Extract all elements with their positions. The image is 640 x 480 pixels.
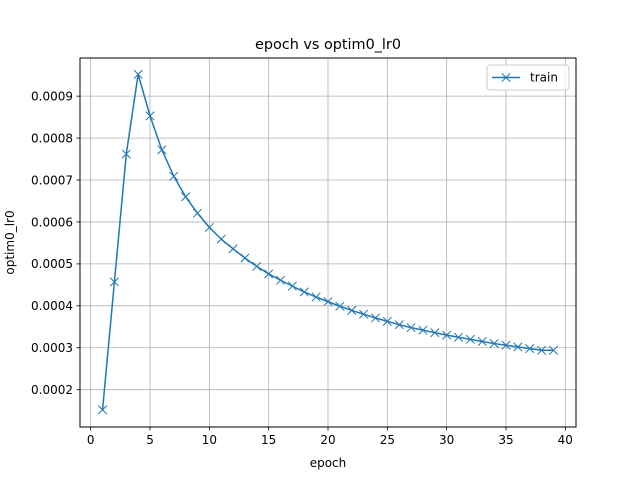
grid-lines xyxy=(80,58,576,427)
y-tick-label: 0.0006 xyxy=(31,215,73,229)
y-tick-label: 0.0009 xyxy=(31,89,73,103)
data-point-marker xyxy=(109,277,119,287)
data-point-marker xyxy=(97,405,108,415)
data-point-marker xyxy=(287,281,297,291)
data-point-marker xyxy=(240,253,250,263)
data-point-marker xyxy=(359,309,369,319)
data-point-marker xyxy=(525,344,535,354)
y-tick-label: 0.0007 xyxy=(31,173,73,187)
chart-title: epoch vs optim0_lr0 xyxy=(255,37,401,53)
x-axis-label: epoch xyxy=(310,456,347,470)
x-tick-label: 40 xyxy=(558,433,573,447)
data-point-marker xyxy=(157,145,167,155)
data-point-marker xyxy=(537,345,547,355)
data-point-marker xyxy=(204,222,214,232)
x-tick-label: 5 xyxy=(146,433,154,447)
data-point-marker xyxy=(335,301,345,311)
x-tick-label: 15 xyxy=(261,433,276,447)
x-tick-label: 0 xyxy=(87,433,95,447)
legend: train xyxy=(486,64,570,91)
data-point-marker xyxy=(252,261,262,271)
data-point-marker xyxy=(548,345,559,355)
y-tick-label: 0.0004 xyxy=(31,299,73,313)
x-tick-label: 10 xyxy=(202,433,217,447)
data-point-marker xyxy=(145,111,155,121)
data-point-marker xyxy=(275,275,286,285)
data-point-marker xyxy=(299,287,309,297)
data-point-marker xyxy=(133,69,143,79)
legend-label-train: train xyxy=(530,71,558,85)
data-point-marker xyxy=(430,328,440,338)
data-point-marker xyxy=(121,149,131,159)
data-point-marker xyxy=(489,339,499,349)
y-axis-label: optim0_lr0 xyxy=(3,210,17,274)
data-point-marker xyxy=(216,234,226,244)
x-tick-label: 35 xyxy=(498,433,513,447)
data-point-marker xyxy=(323,297,333,307)
x-tick-label: 20 xyxy=(320,433,335,447)
axis-ticks: 0 5 10 15 20 25 30 35 40 0.0002 0.0003 0.0004 0.0005… xyxy=(31,89,573,447)
data-point-marker xyxy=(228,244,238,254)
data-point-marker xyxy=(406,323,416,333)
data-point-marker xyxy=(442,330,452,340)
y-tick-label: 0.0008 xyxy=(31,131,73,145)
data-point-marker xyxy=(418,325,428,335)
y-tick-label: 0.0002 xyxy=(31,383,73,397)
data-point-marker xyxy=(370,313,381,323)
x-tick-label: 25 xyxy=(380,433,395,447)
y-tick-label: 0.0005 xyxy=(31,257,73,271)
data-point-marker xyxy=(192,208,203,218)
data-point-marker xyxy=(181,192,191,202)
data-point-marker xyxy=(465,334,475,344)
data-point-marker xyxy=(501,340,511,350)
data-point-marker xyxy=(264,269,274,279)
legend-x-marker xyxy=(501,72,511,83)
data-point-marker xyxy=(394,320,404,330)
x-tick-label: 30 xyxy=(439,433,454,447)
data-point-marker xyxy=(311,292,321,302)
legend-box xyxy=(486,64,570,91)
data-point-marker xyxy=(513,342,523,352)
data-point-marker xyxy=(382,316,392,326)
data-point-marker xyxy=(453,332,464,342)
data-point-marker xyxy=(477,336,487,347)
data-point-marker xyxy=(347,305,357,315)
y-tick-label: 0.0003 xyxy=(31,341,73,355)
series-layer xyxy=(97,69,559,415)
data-point-marker xyxy=(169,171,179,181)
